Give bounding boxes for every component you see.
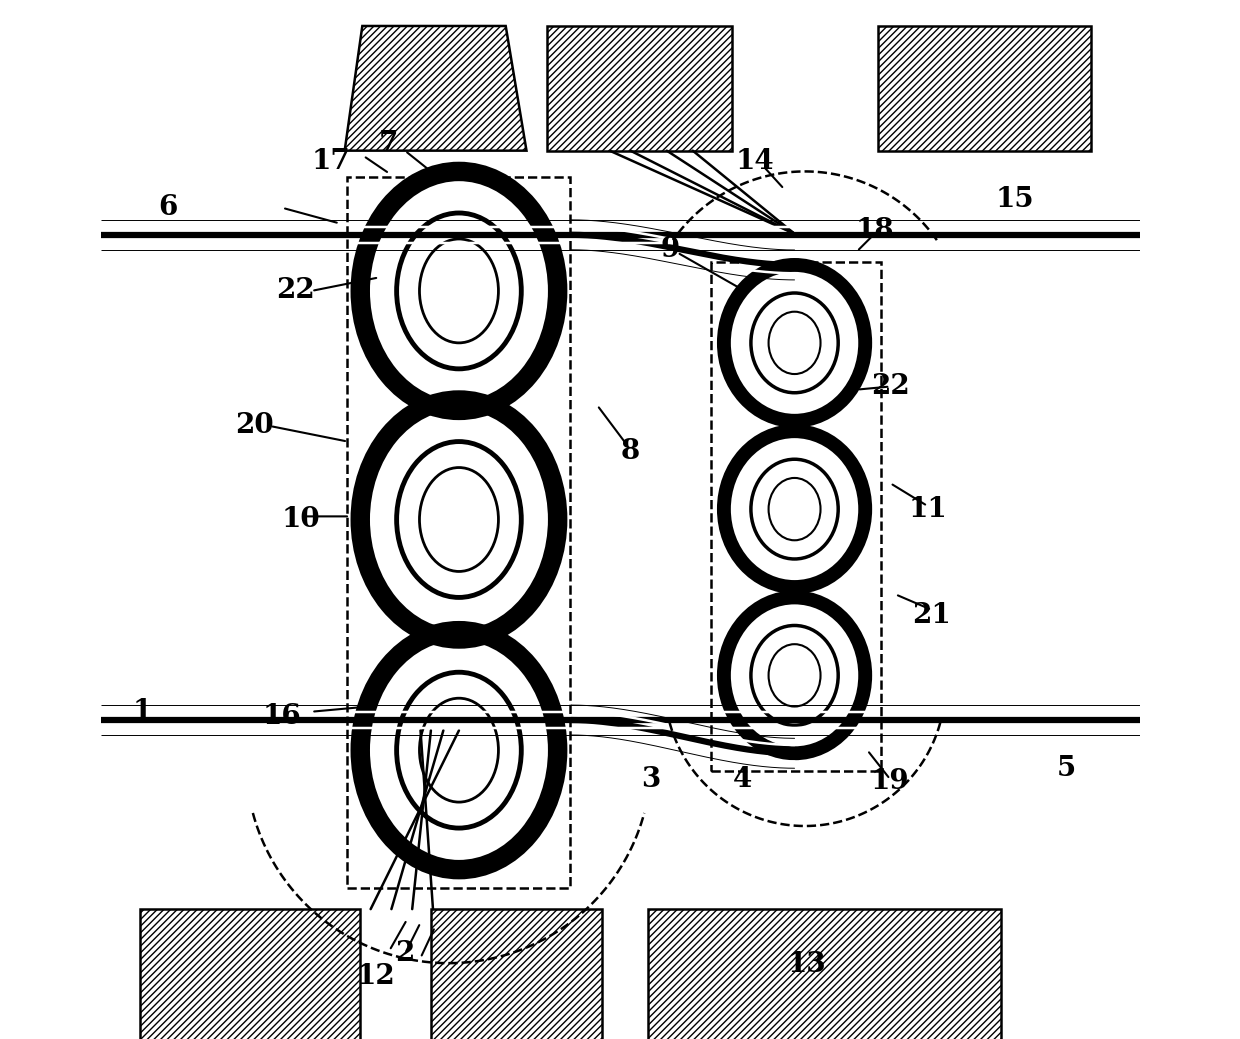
Text: 15: 15: [996, 186, 1034, 213]
Text: 12: 12: [356, 963, 396, 990]
Bar: [347, 177, 570, 888]
Text: 22: 22: [870, 373, 909, 400]
Text: 3: 3: [641, 766, 661, 793]
Text: 13: 13: [787, 951, 826, 978]
Bar: [878, 26, 1091, 151]
Bar: [140, 909, 361, 1039]
Text: 18: 18: [856, 217, 894, 244]
Bar: [547, 26, 732, 151]
Text: 5: 5: [1058, 755, 1076, 782]
Text: 20: 20: [234, 412, 274, 439]
Text: 19: 19: [870, 768, 909, 795]
Text: 17: 17: [311, 148, 351, 175]
Polygon shape: [345, 26, 527, 151]
Text: 7: 7: [378, 130, 398, 157]
Text: 22: 22: [277, 277, 315, 304]
Text: 4: 4: [733, 766, 753, 793]
Text: 21: 21: [913, 602, 951, 629]
Text: 6: 6: [159, 194, 177, 221]
Text: 9: 9: [660, 236, 680, 263]
Bar: [712, 262, 880, 771]
Text: 1: 1: [133, 698, 151, 725]
Text: 2: 2: [396, 940, 414, 967]
Text: 16: 16: [263, 703, 301, 730]
Text: 8: 8: [621, 438, 640, 465]
Text: 10: 10: [281, 506, 320, 533]
Bar: [432, 909, 603, 1039]
Text: 14: 14: [735, 148, 775, 175]
Bar: [649, 909, 1002, 1039]
Text: 11: 11: [908, 496, 947, 523]
